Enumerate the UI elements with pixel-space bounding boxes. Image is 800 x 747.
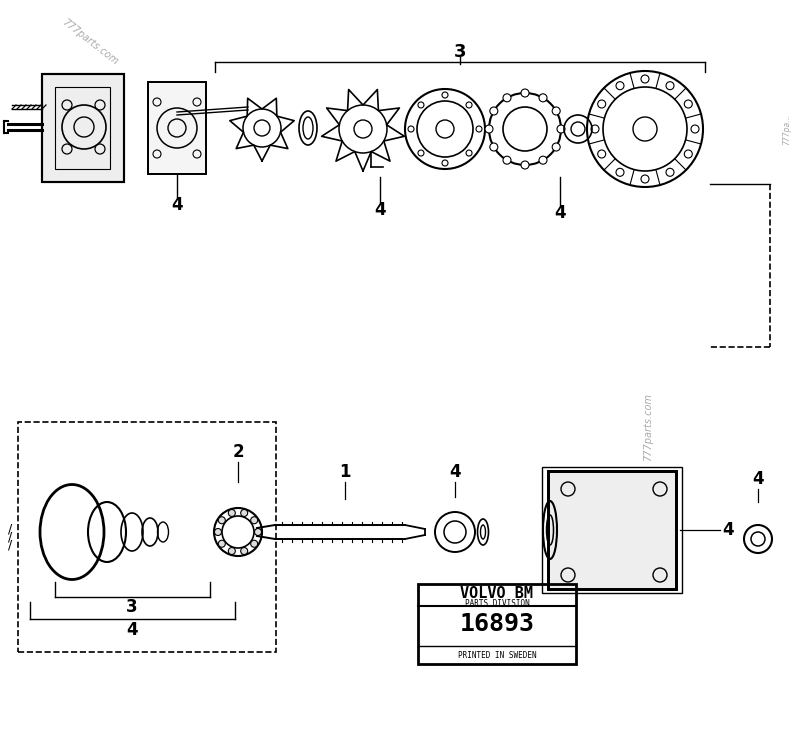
Circle shape xyxy=(490,107,498,115)
Text: 4: 4 xyxy=(126,621,138,639)
Circle shape xyxy=(552,143,560,151)
Circle shape xyxy=(241,548,248,554)
Circle shape xyxy=(539,156,547,164)
Circle shape xyxy=(485,125,493,133)
Text: 777pa...: 777pa... xyxy=(782,114,791,145)
Circle shape xyxy=(490,143,498,151)
Circle shape xyxy=(218,517,226,524)
Text: 1: 1 xyxy=(339,463,350,481)
Text: PARTS DIVISION: PARTS DIVISION xyxy=(465,598,530,607)
Bar xyxy=(18,422,276,652)
Bar xyxy=(42,74,124,182)
Circle shape xyxy=(241,509,248,516)
Circle shape xyxy=(552,107,560,115)
Circle shape xyxy=(218,540,226,548)
Text: /: / xyxy=(8,522,12,536)
Circle shape xyxy=(503,94,511,102)
Circle shape xyxy=(250,517,258,524)
Bar xyxy=(548,471,676,589)
Text: 3: 3 xyxy=(126,598,138,616)
Circle shape xyxy=(228,548,235,554)
Circle shape xyxy=(254,528,262,536)
Text: 2: 2 xyxy=(232,443,244,461)
Text: 4: 4 xyxy=(449,463,461,481)
Circle shape xyxy=(521,161,529,169)
Text: /: / xyxy=(8,530,12,544)
Text: 4: 4 xyxy=(374,201,386,219)
Bar xyxy=(542,467,682,593)
Circle shape xyxy=(214,528,222,536)
Text: 3: 3 xyxy=(454,43,466,61)
Circle shape xyxy=(503,156,511,164)
Bar xyxy=(42,74,124,182)
Bar xyxy=(148,82,206,174)
Text: 4: 4 xyxy=(554,204,566,222)
Text: 16893: 16893 xyxy=(459,612,534,636)
Bar xyxy=(548,471,676,589)
Circle shape xyxy=(539,94,547,102)
Text: 4: 4 xyxy=(722,521,734,539)
Circle shape xyxy=(557,125,565,133)
Text: 777parts.com: 777parts.com xyxy=(643,393,653,461)
Circle shape xyxy=(521,89,529,97)
Circle shape xyxy=(250,540,258,548)
Text: 4: 4 xyxy=(752,470,764,488)
Text: 777parts.com: 777parts.com xyxy=(60,17,120,67)
Bar xyxy=(418,584,576,664)
Text: /: / xyxy=(8,539,12,551)
Text: VOLVO BM: VOLVO BM xyxy=(461,586,534,601)
Circle shape xyxy=(228,509,235,516)
Text: PRINTED IN SWEDEN: PRINTED IN SWEDEN xyxy=(458,651,536,660)
Text: 4: 4 xyxy=(171,196,183,214)
Bar xyxy=(148,82,206,174)
Bar xyxy=(55,87,110,169)
